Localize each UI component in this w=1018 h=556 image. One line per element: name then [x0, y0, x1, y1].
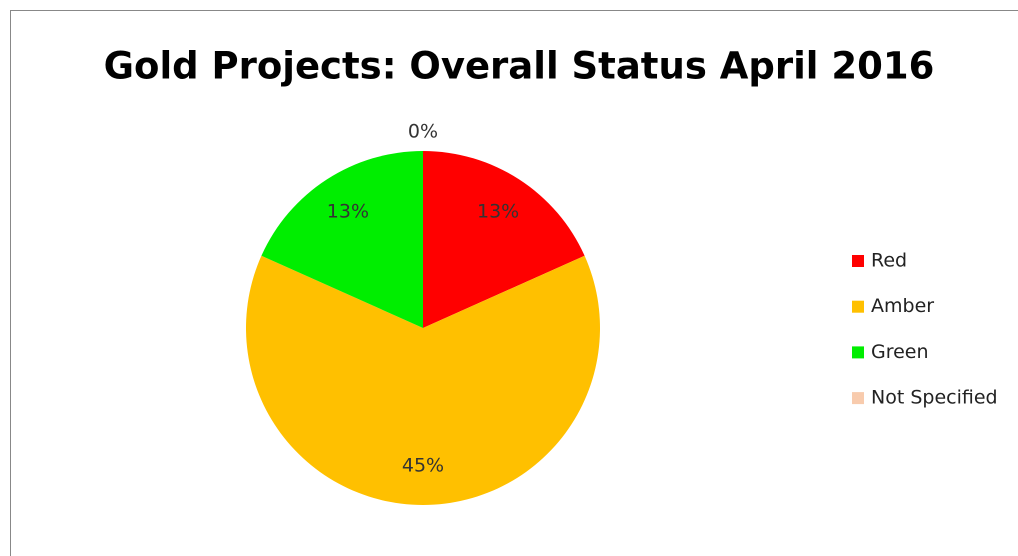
chart-title: Gold Projects: Overall Status April 2016 — [104, 45, 935, 88]
legend-label: Green — [871, 341, 929, 363]
legend-label: Not Specified — [871, 387, 998, 409]
legend-swatch — [852, 300, 864, 313]
legend-swatch — [852, 392, 864, 405]
pie-slice — [261, 151, 423, 328]
legend-label: Amber — [871, 295, 934, 317]
legend-label: Red — [871, 250, 907, 272]
data-label: 0% — [408, 121, 438, 143]
data-label: 13% — [477, 201, 519, 223]
data-label: 45% — [402, 455, 444, 477]
pie-slice — [246, 255, 601, 505]
legend-swatch — [852, 255, 864, 267]
pie-slice — [423, 151, 585, 328]
data-label: 13% — [327, 201, 369, 223]
legend-swatch — [852, 346, 864, 359]
